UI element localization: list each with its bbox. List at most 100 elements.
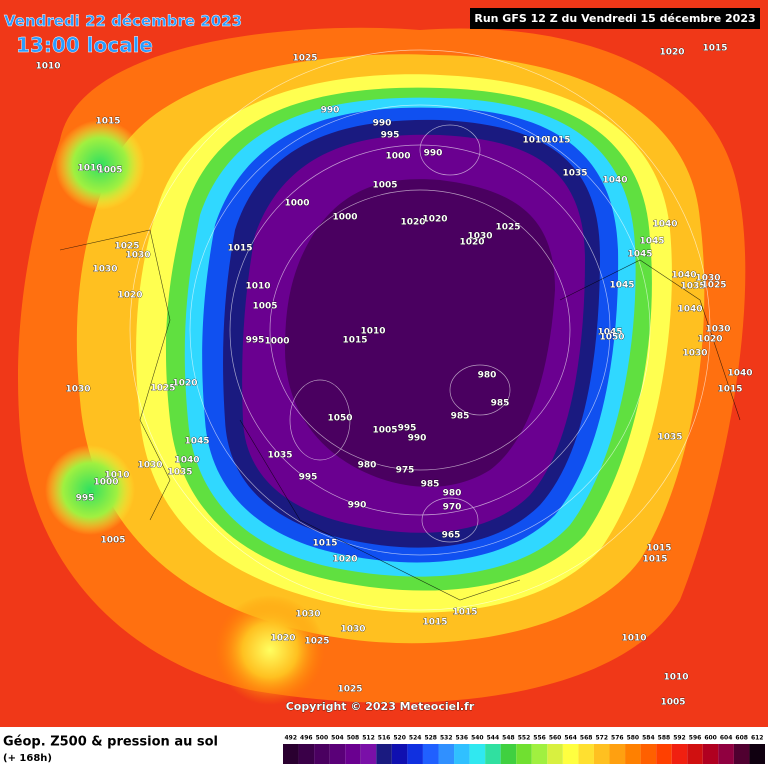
colorbar-label: 572 — [595, 735, 608, 742]
low-cell — [45, 445, 135, 535]
pressure-label: 1030 — [295, 610, 320, 620]
pressure-label: 1040 — [174, 456, 199, 466]
pressure-label: 1020 — [332, 555, 357, 565]
colorbar-swatch — [702, 744, 719, 764]
copyright: Copyright © 2023 Meteociel.fr — [286, 700, 475, 713]
pressure-label: 1020 — [422, 215, 447, 225]
colorbar: 492 496 500 504 508 512 516 520 524 528 532 536 540 5… — [283, 735, 765, 764]
colorbar-label: 604 — [720, 735, 733, 742]
legend-lead: (+ 168h) — [3, 753, 52, 764]
colorbar-swatch — [640, 744, 657, 764]
colorbar-swatch — [469, 744, 486, 764]
pressure-label: 990 — [408, 434, 427, 444]
pressure-label: 995 — [246, 336, 265, 346]
colorbar-label: 544 — [487, 735, 500, 742]
colorbar-label: 512 — [362, 735, 375, 742]
pressure-label: 1030 — [137, 461, 162, 471]
pressure-label: 1025 — [337, 685, 362, 695]
colorbar-swatch — [516, 744, 532, 764]
pressure-label: 1005 — [660, 698, 685, 708]
pressure-label: 1010 — [663, 673, 688, 683]
colorbar-swatch — [360, 744, 377, 764]
pressure-label: 1035 — [657, 433, 682, 443]
pressure-label: 1000 — [332, 213, 357, 223]
pressure-label: 985 — [491, 399, 510, 409]
pressure-label: 1015 — [545, 136, 570, 146]
colorbar-label: 496 — [300, 735, 313, 742]
pressure-label: 1010 — [522, 136, 547, 146]
pressure-label: 1010 — [621, 634, 646, 644]
pressure-label: 1015 — [95, 117, 120, 127]
pressure-label: 1025 — [495, 223, 520, 233]
pressure-label: 1030 — [467, 232, 492, 242]
pressure-label: 1020 — [400, 218, 425, 228]
colorbar-swatch — [656, 744, 672, 764]
colorbar-swatch — [345, 744, 361, 764]
pressure-label: 1000 — [264, 337, 289, 347]
colorbar-label: 568 — [580, 735, 593, 742]
pressure-label: 1030 — [340, 625, 365, 635]
colorbar-label: 540 — [471, 735, 484, 742]
pressure-label: 1010 — [35, 62, 60, 72]
pressure-label: 1025 — [701, 281, 726, 291]
pressure-label: 975 — [396, 466, 415, 476]
pressure-label: 1045 — [184, 437, 209, 447]
colorbar-label: 564 — [564, 735, 577, 742]
pressure-label: 1035 — [680, 282, 705, 292]
colorbar-swatch — [500, 744, 517, 764]
colorbar-label: 532 — [440, 735, 453, 742]
pressure-label: 1020 — [459, 238, 484, 248]
pressure-label: 965 — [442, 531, 461, 541]
colorbar-label: 608 — [735, 735, 748, 742]
pressure-label: 980 — [443, 489, 462, 499]
colorbar-label: 592 — [673, 735, 686, 742]
colorbar-label: 588 — [658, 735, 671, 742]
colorbar-swatch — [283, 744, 299, 764]
pressure-label: 1005 — [100, 536, 125, 546]
pressure-label: 1005 — [252, 302, 277, 312]
pressure-label: 990 — [424, 149, 443, 159]
pressure-label: 1015 — [642, 555, 667, 565]
pressure-label: 1030 — [125, 251, 150, 261]
pressure-label: 1040 — [602, 176, 627, 186]
pressure-label: 980 — [478, 371, 497, 381]
pressure-label: 970 — [443, 503, 462, 513]
colorbar-label: 560 — [549, 735, 562, 742]
pressure-label: 1030 — [92, 265, 117, 275]
colorbar-label: 548 — [502, 735, 515, 742]
pressure-label: 995 — [398, 424, 417, 434]
pressure-label: 990 — [348, 501, 367, 511]
pressure-label: 1025 — [304, 637, 329, 647]
pressure-label: 1025 — [292, 54, 317, 64]
colorbar-label: 516 — [378, 735, 391, 742]
colorbar-label: 492 — [285, 735, 298, 742]
pressure-label: 1045 — [639, 237, 664, 247]
time: 13:00 locale — [16, 33, 153, 57]
pressure-label: 1010 — [77, 164, 102, 174]
pressure-label: 1015 — [227, 244, 252, 254]
pressure-label: 985 — [421, 480, 440, 490]
pressure-label: 1010 — [360, 327, 385, 337]
pressure-label: 990 — [321, 106, 340, 116]
pressure-label: 1020 — [172, 379, 197, 389]
pressure-label: 1050 — [599, 333, 624, 343]
pressure-label: 1015 — [646, 544, 671, 554]
colorbar-label: 524 — [409, 735, 422, 742]
pressure-label: 980 — [358, 461, 377, 471]
colorbar-label: 504 — [331, 735, 344, 742]
pressure-label: 1030 — [65, 385, 90, 395]
pressure-label: 1030 — [695, 274, 720, 284]
colorbar-swatch — [376, 744, 392, 764]
pressure-label: 1020 — [659, 48, 684, 58]
colorbar-swatch — [391, 744, 408, 764]
pressure-label: 1035 — [562, 169, 587, 179]
colorbar-label: 508 — [347, 735, 360, 742]
pressure-label: 1045 — [627, 250, 652, 260]
pressure-label: 1005 — [97, 166, 122, 176]
colorbar-swatch — [625, 744, 641, 764]
legend-title: Géop. Z500 & pression au sol — [3, 735, 218, 750]
pressure-label: 1040 — [671, 271, 696, 281]
colorbar-label: 552 — [518, 735, 531, 742]
coastlines — [59, 229, 741, 601]
